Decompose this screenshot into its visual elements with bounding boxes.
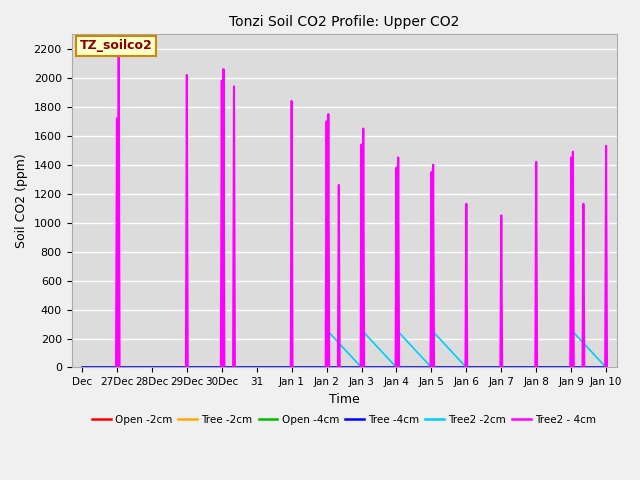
- Y-axis label: Soil CO2 (ppm): Soil CO2 (ppm): [15, 154, 28, 248]
- Title: Tonzi Soil CO2 Profile: Upper CO2: Tonzi Soil CO2 Profile: Upper CO2: [229, 15, 460, 29]
- X-axis label: Time: Time: [329, 393, 360, 406]
- Text: TZ_soilco2: TZ_soilco2: [80, 39, 152, 52]
- Legend: Open -2cm, Tree -2cm, Open -4cm, Tree -4cm, Tree2 -2cm, Tree2 - 4cm: Open -2cm, Tree -2cm, Open -4cm, Tree -4…: [88, 410, 600, 429]
